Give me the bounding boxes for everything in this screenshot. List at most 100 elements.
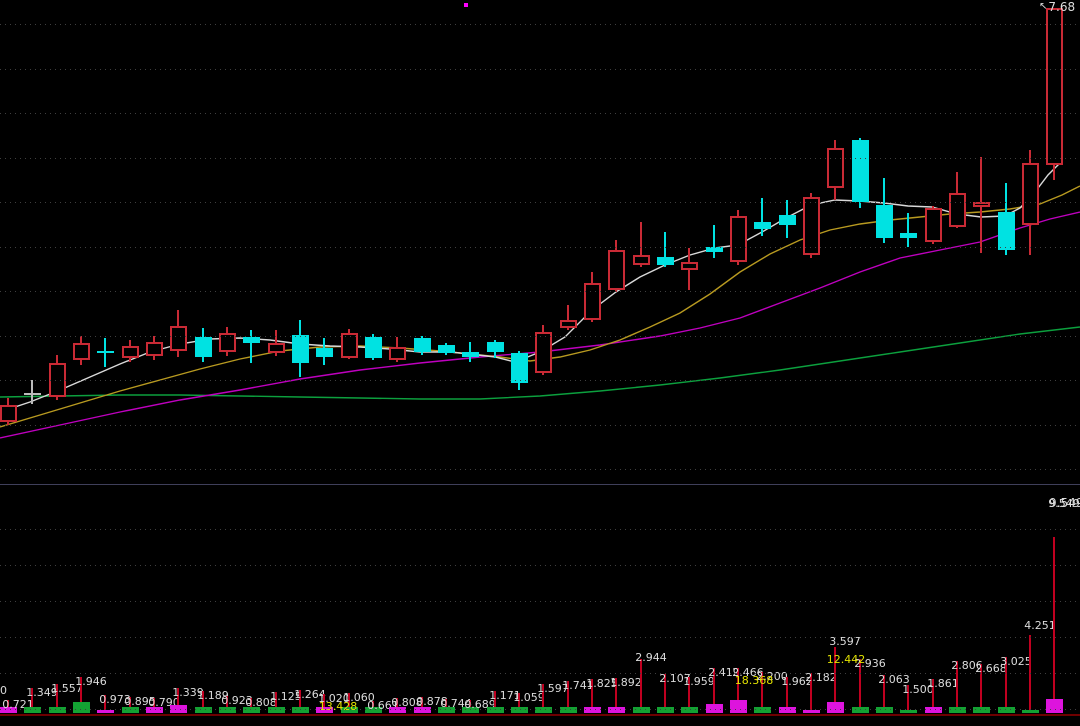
candle[interactable] [633, 255, 650, 265]
volume-bar[interactable] [615, 678, 617, 713]
volume-bar[interactable] [542, 684, 544, 713]
signal-block [146, 707, 163, 713]
volume-bar[interactable] [737, 668, 739, 713]
volume-bar[interactable] [591, 679, 593, 713]
candle[interactable] [706, 247, 723, 252]
candle[interactable] [535, 332, 552, 373]
volume-bar[interactable] [640, 659, 642, 713]
volume-label: 1.557 [51, 682, 83, 695]
candle[interactable] [97, 351, 114, 353]
candle[interactable] [292, 335, 309, 363]
candle[interactable] [146, 342, 163, 356]
volume-bar[interactable] [1029, 635, 1031, 713]
candle[interactable] [24, 393, 41, 395]
signal-block [876, 707, 893, 713]
volume-bar[interactable] [250, 698, 252, 713]
candle[interactable] [365, 337, 382, 358]
gridline [0, 425, 1080, 426]
volume-bar[interactable] [713, 668, 715, 713]
candle[interactable] [219, 333, 236, 352]
volume-label: 2.182 [805, 671, 837, 684]
volume-bar[interactable] [1053, 537, 1055, 713]
volume-bar[interactable] [494, 691, 496, 713]
volume-bar[interactable] [396, 698, 398, 713]
volume-label: 1.189 [197, 689, 229, 702]
volume-label: 1.962 [781, 675, 813, 688]
candle[interactable] [900, 233, 917, 238]
candle[interactable] [462, 352, 479, 357]
volume-bar[interactable] [688, 677, 690, 713]
candle[interactable] [657, 257, 674, 265]
volume-label: 2.936 [854, 657, 886, 670]
candle[interactable] [0, 405, 17, 422]
candle[interactable] [779, 215, 796, 225]
candle[interactable] [511, 353, 528, 383]
candle[interactable] [122, 346, 139, 358]
volume-bar[interactable] [323, 694, 325, 713]
volume-bar[interactable] [153, 698, 155, 713]
volume-bar[interactable] [518, 693, 520, 713]
candle[interactable] [1022, 163, 1039, 225]
candle[interactable] [316, 348, 333, 357]
volume-bar[interactable] [129, 697, 131, 713]
volume-bar[interactable] [786, 677, 788, 713]
volume-bar[interactable] [664, 674, 666, 713]
candle[interactable] [414, 338, 431, 352]
volume-bar[interactable] [445, 699, 447, 713]
candle[interactable] [608, 250, 625, 290]
volume-bar[interactable] [980, 664, 982, 713]
volume-label: 0.808 [245, 696, 277, 709]
candle[interactable] [195, 337, 212, 357]
candle[interactable] [438, 345, 455, 353]
ma-line-magenta [0, 211, 1080, 439]
candle[interactable] [852, 140, 869, 202]
candle[interactable] [73, 343, 90, 360]
candle[interactable] [243, 337, 260, 343]
volume-bar[interactable] [1005, 657, 1007, 713]
volume-bar[interactable] [834, 647, 836, 713]
candle[interactable] [827, 148, 844, 188]
volume-bar[interactable] [567, 681, 569, 713]
volume-bar[interactable] [956, 661, 958, 713]
candle[interactable] [754, 222, 771, 229]
candle-wick [250, 330, 252, 363]
candle[interactable] [925, 208, 942, 242]
volume-bar[interactable] [202, 691, 204, 713]
candle[interactable] [341, 333, 358, 358]
candle[interactable] [389, 347, 406, 360]
volume-bar[interactable] [907, 685, 909, 713]
candle[interactable] [730, 216, 747, 262]
candle[interactable] [876, 205, 893, 238]
candle[interactable] [949, 193, 966, 227]
volume-label: 0.895 [124, 695, 156, 708]
volume-label: 1.264 [294, 688, 326, 701]
volume-bar[interactable] [761, 672, 763, 713]
volume-bar[interactable] [859, 659, 861, 713]
candle[interactable] [681, 262, 698, 270]
candle[interactable] [584, 283, 601, 320]
candle[interactable] [560, 320, 577, 328]
volume-bar[interactable] [469, 700, 471, 713]
candle[interactable] [998, 212, 1015, 250]
volume-bar[interactable] [31, 688, 33, 713]
volume-bar[interactable] [810, 673, 812, 713]
volume-bar[interactable] [56, 684, 58, 713]
volume-bar[interactable] [80, 677, 82, 713]
candle[interactable] [803, 197, 820, 255]
volume-bar[interactable] [104, 695, 106, 713]
volume-bar[interactable] [421, 697, 423, 713]
volume-bar[interactable] [7, 700, 9, 713]
volume-label: 0.973 [99, 693, 131, 706]
candle[interactable] [973, 202, 990, 207]
volume-bar[interactable] [177, 688, 179, 713]
candle[interactable] [170, 326, 187, 351]
candle[interactable] [487, 342, 504, 352]
volume-bar[interactable] [299, 690, 301, 713]
volume-bar[interactable] [932, 679, 934, 713]
volume-bar[interactable] [226, 696, 228, 713]
volume-bar[interactable] [275, 692, 277, 713]
volume-bar[interactable] [348, 693, 350, 713]
candle[interactable] [1046, 8, 1063, 165]
candle[interactable] [268, 343, 285, 353]
volume-bar[interactable] [883, 675, 885, 713]
